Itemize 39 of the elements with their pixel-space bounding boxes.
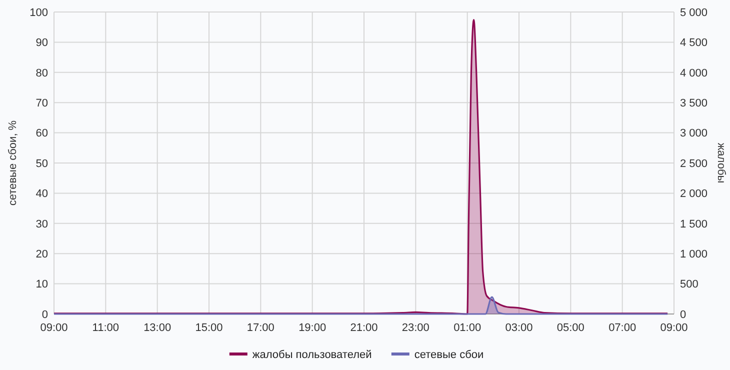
x-tick-label: 19:00 xyxy=(298,322,326,334)
x-tick-label: 21:00 xyxy=(350,322,378,334)
y-tick-label: 20 xyxy=(36,248,48,260)
y-tick-label: 70 xyxy=(36,97,48,110)
x-tick-label: 11:00 xyxy=(92,322,120,334)
y-tick-label: 0 xyxy=(42,308,48,321)
y2-tick-label: 3 500 xyxy=(680,97,708,110)
y-axis-title: сетевые сбои, % xyxy=(7,120,19,206)
y-tick-label: 90 xyxy=(36,37,48,50)
x-tick-label: 15:00 xyxy=(195,322,223,334)
y-tick-label: 40 xyxy=(36,188,48,200)
y2-tick-label: 4 000 xyxy=(680,67,708,80)
y-tick-label: 30 xyxy=(36,218,48,230)
y2-tick-label: 1 000 xyxy=(680,248,708,260)
x-tick-label: 13:00 xyxy=(144,322,172,334)
y2-tick-label: 500 xyxy=(680,278,698,291)
y2-tick-label: 2 000 xyxy=(680,188,708,200)
legend-label: сетевые сбои xyxy=(414,348,484,361)
y-tick-label: 10 xyxy=(36,278,48,291)
x-tick-label: 01:00 xyxy=(454,322,482,334)
y2-tick-label: 5 000 xyxy=(680,6,708,19)
y2-tick-label: 4 500 xyxy=(680,37,708,50)
x-tick-label: 03:00 xyxy=(505,322,533,334)
y2-axis-title: жалобы xyxy=(715,142,727,184)
y-tick-label: 100 xyxy=(30,6,48,19)
x-tick-label: 23:00 xyxy=(402,322,430,334)
x-tick-label: 05:00 xyxy=(556,322,584,334)
y2-tick-label: 0 xyxy=(680,308,686,321)
legend-label: жалобы пользователей xyxy=(252,348,372,361)
y-tick-label: 80 xyxy=(36,67,48,80)
x-tick-label: 17:00 xyxy=(246,322,274,334)
x-tick-label: 07:00 xyxy=(608,322,636,334)
y-tick-label: 50 xyxy=(36,158,48,170)
y2-tick-label: 2 500 xyxy=(680,158,708,170)
x-tick-label: 09:00 xyxy=(40,322,68,334)
x-tick-label: 09:00 xyxy=(660,322,688,334)
y2-tick-label: 1 500 xyxy=(680,218,708,230)
y-tick-label: 60 xyxy=(36,128,48,140)
y2-tick-label: 3 000 xyxy=(680,128,708,140)
